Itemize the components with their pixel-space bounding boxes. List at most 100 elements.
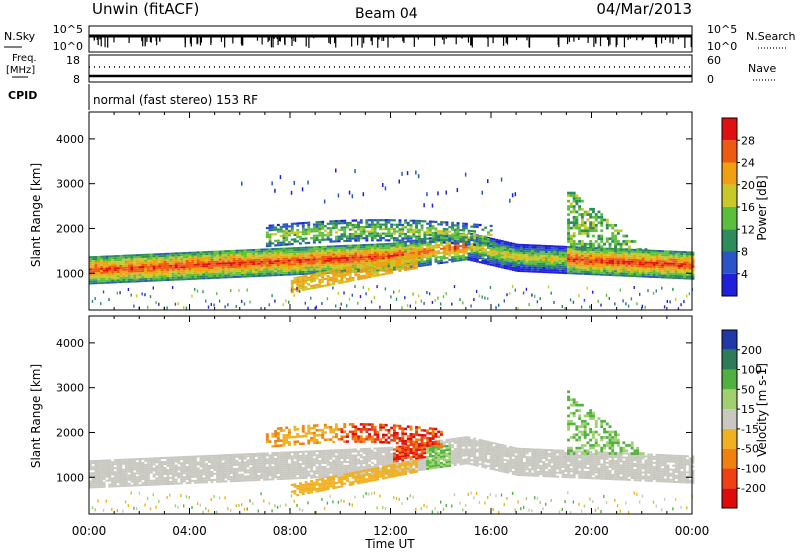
- power-cell: [340, 245, 344, 247]
- power-cell: [376, 265, 380, 268]
- power-cell: [517, 255, 521, 258]
- power-cell: [227, 272, 231, 275]
- power-cell: [594, 218, 598, 222]
- power-cell: [423, 250, 427, 253]
- power-cell: [202, 259, 206, 262]
- power-cell: [285, 261, 289, 264]
- power-cell: [520, 254, 523, 256]
- power-cell: [522, 262, 526, 265]
- velocity-cell: [180, 470, 184, 473]
- power-cell: [301, 279, 305, 283]
- power-cell: [346, 278, 349, 281]
- velocity-cell: [155, 479, 159, 482]
- power-cell: [680, 257, 684, 260]
- velocity-cell: [105, 467, 109, 470]
- power-cell: [489, 237, 493, 240]
- power-cell: [459, 229, 463, 232]
- power-cell: [221, 260, 225, 263]
- power-cell: [357, 254, 360, 257]
- velocity-cell: [171, 468, 175, 471]
- power-cell: [166, 258, 170, 261]
- velocity-cell: [89, 482, 92, 485]
- power-cell: [268, 266, 272, 269]
- power-cell: [575, 246, 579, 249]
- power-cell: [647, 253, 651, 256]
- power-cell: [492, 244, 496, 247]
- power-cell: [663, 254, 667, 257]
- power-cell: [288, 225, 291, 228]
- power-cell: [147, 275, 150, 278]
- velocity-cell: [147, 475, 150, 478]
- power-cell: [373, 265, 377, 268]
- power-cell: [401, 264, 405, 268]
- power-cell: [232, 263, 236, 266]
- power-cell: [484, 240, 488, 243]
- power-cell: [169, 270, 172, 273]
- freq-tick-high: 18: [66, 54, 80, 67]
- power-cell: [509, 242, 512, 245]
- power-data: [89, 168, 695, 311]
- velocity-cell: [130, 462, 134, 465]
- power-cell: [210, 258, 214, 261]
- power-cell: [354, 285, 356, 288]
- power-cell: [580, 242, 584, 246]
- power-cell: [329, 272, 333, 275]
- power-cell: [594, 271, 598, 274]
- power-cell: [141, 257, 145, 260]
- power-cell: [279, 251, 283, 254]
- power-cell: [608, 259, 612, 262]
- power-cell: [586, 229, 590, 233]
- power-cell: [393, 246, 396, 249]
- power-cell: [235, 253, 239, 256]
- velocity-cell: [166, 481, 170, 483]
- power-cell: [89, 276, 92, 279]
- power-cell: [614, 264, 617, 267]
- power-cell: [619, 250, 623, 253]
- power-cell: [329, 247, 333, 250]
- power-cell: [647, 261, 651, 264]
- power-cell: [354, 232, 358, 235]
- power-cell: [464, 243, 468, 246]
- power-cell: [417, 249, 421, 251]
- power-cell: [431, 240, 435, 243]
- power-cell: [597, 269, 601, 272]
- power-cell: [351, 226, 355, 229]
- power-cell: [603, 248, 606, 251]
- power-cell: [299, 278, 302, 281]
- power-cell: [282, 269, 286, 272]
- power-cell: [409, 267, 413, 270]
- power-cell: [404, 253, 407, 255]
- power-cell: [252, 257, 255, 259]
- power-cell: [594, 269, 598, 272]
- power-cell: [246, 257, 250, 260]
- power-cell: [556, 261, 559, 264]
- velocity-cell: [174, 504, 177, 508]
- power-cell: [91, 258, 95, 261]
- power-cell: [572, 240, 576, 243]
- power-cell: [470, 245, 474, 248]
- power-cell: [329, 261, 333, 264]
- power-cell: [630, 258, 634, 261]
- power-cell: [254, 273, 258, 275]
- power-cell: [575, 221, 579, 224]
- power-cell: [431, 300, 434, 304]
- power-cell: [586, 252, 590, 255]
- power-cell: [597, 299, 599, 303]
- power-cell: [227, 274, 231, 277]
- power-cell: [401, 247, 405, 250]
- power-cell: [506, 259, 510, 262]
- power-cell: [138, 258, 142, 261]
- power-cell: [276, 257, 280, 260]
- power-cell: [113, 265, 117, 268]
- colorbar-segment: [722, 140, 737, 163]
- power-cell: [652, 251, 656, 254]
- power-cell: [343, 222, 347, 225]
- power-cell: [196, 255, 200, 258]
- power-cell: [152, 273, 156, 276]
- power-cell: [575, 272, 579, 275]
- power-cell: [321, 245, 325, 248]
- power-cell: [113, 259, 117, 262]
- power-cell: [136, 280, 139, 283]
- power-cell: [130, 278, 134, 281]
- power-cell: [354, 246, 358, 249]
